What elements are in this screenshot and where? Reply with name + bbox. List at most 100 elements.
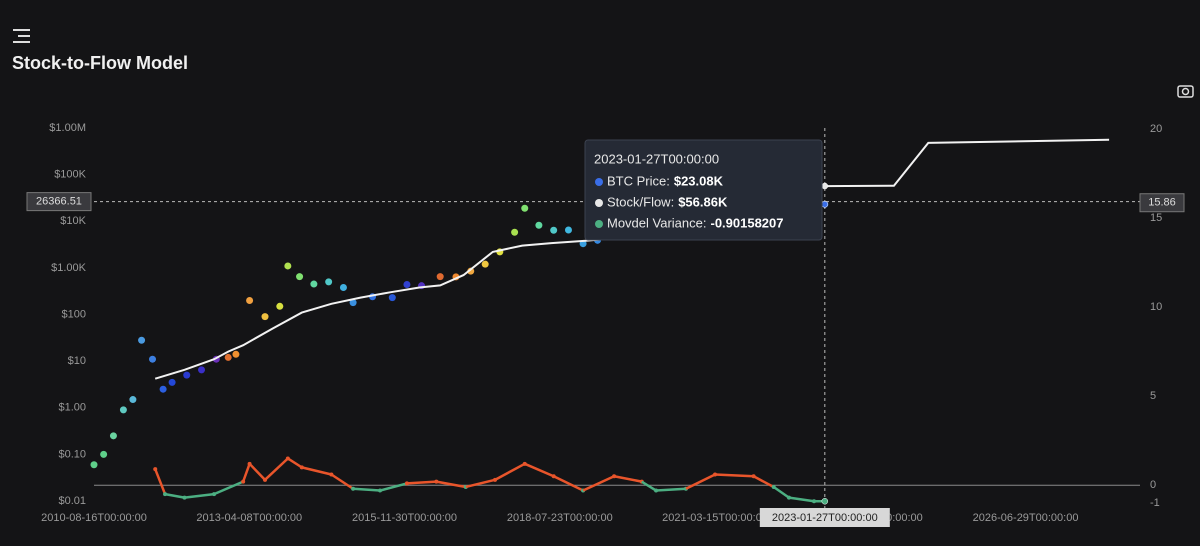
- tooltip: 2023-01-27T00:00:00 BTC Price: $23.08KStoc…: [584, 139, 823, 241]
- price-point: [183, 371, 191, 379]
- crosshair-y2-box: [1139, 193, 1185, 213]
- variance-segment: [436, 480, 466, 489]
- variance-segment: [613, 475, 642, 483]
- variance-segment: [582, 475, 615, 492]
- variance-segment: [406, 480, 437, 485]
- y2-tick-label: 0: [1150, 479, 1156, 491]
- tooltip-value: -0.90158207: [710, 215, 783, 230]
- menu-icon[interactable]: [13, 29, 30, 43]
- price-point: [90, 461, 98, 469]
- y2-tick-label: -1: [1150, 497, 1160, 509]
- y2-tick-label: 15: [1150, 212, 1162, 224]
- variance-segment: [353, 487, 381, 492]
- variance-segment: [524, 462, 555, 478]
- y-tick-label: $1.00: [58, 402, 86, 414]
- y-tick-label: $10: [68, 355, 86, 367]
- price-point: [339, 283, 347, 291]
- price-point: [535, 221, 543, 229]
- tooltip-dot: [595, 220, 603, 228]
- chart-title: Stock-to-Flow Model: [12, 53, 188, 73]
- price-point: [149, 355, 157, 363]
- variance-segment: [154, 468, 167, 495]
- price-point: [284, 262, 292, 270]
- variance-segment: [164, 492, 185, 499]
- price-point: [481, 260, 489, 268]
- price-point: [467, 267, 475, 275]
- crosshair-y-box: [26, 192, 92, 212]
- variance-segment: [301, 466, 332, 476]
- price-point: [564, 226, 572, 234]
- variance-segment: [753, 475, 775, 489]
- tooltip-value: $23.08K: [674, 173, 724, 188]
- variance-segment: [184, 492, 215, 499]
- variance-segment: [287, 457, 303, 469]
- hover-marker: [821, 201, 829, 208]
- price-point: [261, 313, 269, 321]
- price-point: [349, 299, 357, 307]
- y2-tick-label: 5: [1150, 390, 1156, 402]
- tooltip-label: BTC Price:: [607, 173, 670, 188]
- tooltip-label: Movdel Variance:: [607, 215, 706, 230]
- variance-segment: [241, 463, 251, 483]
- price-point: [168, 378, 176, 386]
- variance-segment: [714, 473, 754, 478]
- y2-tick-label: 10: [1150, 301, 1162, 313]
- x-tick-label: 2015-11-30T00:00:00: [352, 512, 457, 524]
- price-point: [325, 278, 333, 286]
- y-tick-label: $0.01: [58, 495, 86, 507]
- price-point: [198, 366, 206, 374]
- x-tick-label: 2021-03-15T00:00:00: [662, 512, 768, 524]
- camera-icon[interactable]: [1177, 85, 1194, 98]
- variance-segment: [641, 480, 657, 492]
- price-point: [310, 280, 318, 288]
- variance-segment: [213, 480, 244, 496]
- variance-segment: [465, 478, 496, 489]
- tooltip-dot: [595, 178, 603, 186]
- variance-segment: [772, 485, 790, 499]
- variance-segment: [330, 473, 354, 490]
- price-point: [403, 280, 411, 288]
- price-point: [109, 432, 117, 440]
- price-point: [232, 350, 240, 358]
- x-tick-label: 2013-04-08T00:00:00: [196, 512, 302, 524]
- price-point: [100, 450, 108, 458]
- crosshair-x-box: [759, 508, 890, 527]
- x-tick-label: 2010-08-16T00:00:00: [41, 512, 147, 524]
- price-point: [521, 204, 529, 212]
- y-tick-label: $0.10: [58, 448, 86, 460]
- variance-segment: [553, 475, 584, 492]
- variance-segment: [685, 473, 716, 490]
- tooltip-dot: [595, 199, 603, 207]
- y-tick-label: $10K: [60, 215, 86, 227]
- price-point: [159, 385, 167, 393]
- camera-body: [1177, 85, 1194, 98]
- price-point: [436, 273, 444, 281]
- variance-segment: [655, 487, 687, 492]
- crosshair-x-label: 2023-01-27T00:00:00: [772, 512, 878, 524]
- price-point: [224, 353, 232, 361]
- tooltip-label: Stock/Flow:: [607, 194, 674, 209]
- hover-marker: [821, 182, 829, 190]
- price-point: [550, 226, 558, 234]
- y-tick-label: $1.00M: [49, 122, 86, 134]
- price-point: [138, 336, 146, 344]
- price-point: [119, 406, 127, 414]
- variance-segment: [788, 496, 815, 503]
- tooltip-value: $56.86K: [678, 194, 728, 209]
- tooltip-title: 2023-01-27T00:00:00: [594, 151, 719, 166]
- y-tick-label: $100: [62, 308, 86, 320]
- price-point: [388, 294, 396, 302]
- variance-segment: [379, 482, 408, 492]
- y-tick-label: $100K: [54, 169, 86, 181]
- x-tick-label: 2026-06-29T00:00:00: [973, 512, 1079, 524]
- price-point: [296, 273, 304, 281]
- variance-segment: [248, 462, 266, 481]
- hover-marker: [821, 497, 829, 505]
- y-tick-label: $1.00K: [51, 262, 87, 274]
- camera-lens: [1181, 87, 1190, 96]
- x-tick-label: 2018-07-23T00:00:00: [507, 512, 613, 524]
- price-point: [511, 228, 519, 236]
- tooltip-box: [584, 139, 823, 241]
- price-point: [129, 396, 137, 404]
